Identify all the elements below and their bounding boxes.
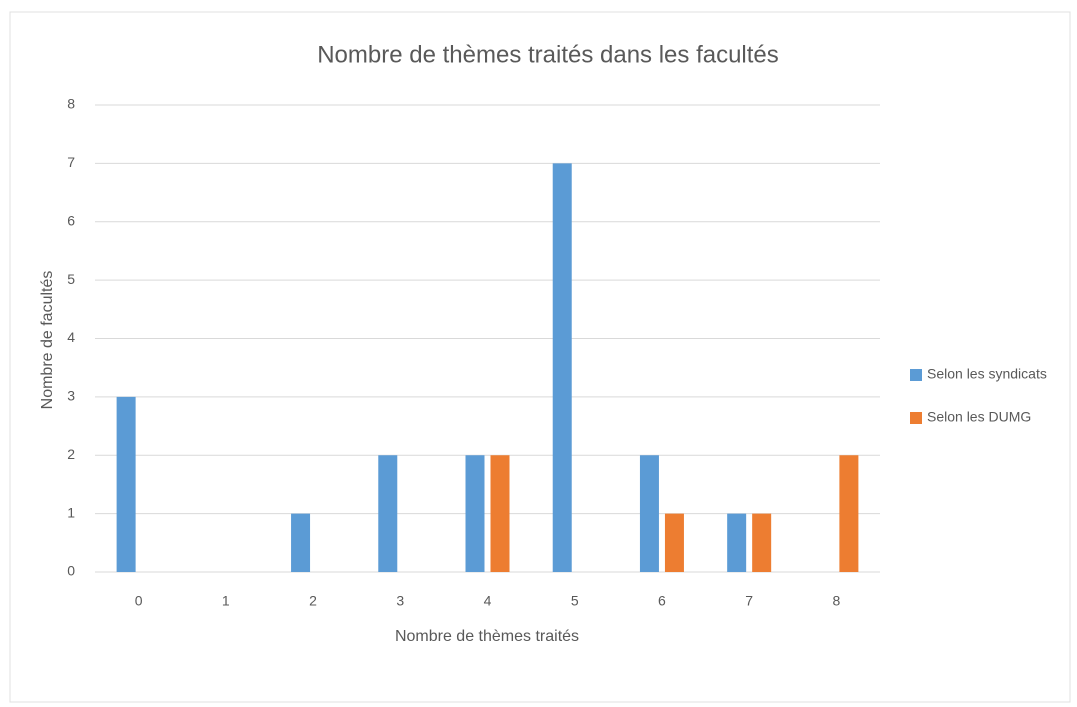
bar (552, 163, 572, 572)
bar (839, 455, 859, 572)
y-tick-label: 5 (67, 271, 75, 287)
x-axis-title: Nombre de thèmes traités (395, 628, 579, 645)
x-tick-label: 1 (222, 593, 230, 609)
y-tick-label: 3 (67, 388, 75, 404)
x-tick-label: 8 (832, 593, 840, 609)
x-tick-label: 3 (396, 593, 404, 609)
legend-label: Selon les syndicats (927, 366, 1047, 382)
bar (116, 396, 136, 572)
bar (664, 513, 684, 572)
y-tick-label: 6 (67, 212, 75, 228)
bar (727, 513, 747, 572)
chart-title: Nombre de thèmes traités dans les facult… (317, 41, 779, 68)
x-tick-label: 6 (658, 593, 666, 609)
y-tick-label: 8 (67, 96, 75, 112)
y-tick-label: 2 (67, 446, 75, 462)
y-tick-label: 7 (67, 154, 75, 170)
legend-swatch (910, 412, 922, 424)
legend-label: Selon les DUMG (927, 409, 1031, 425)
legend-swatch (910, 369, 922, 381)
bar (465, 455, 485, 572)
bar (752, 513, 772, 572)
chart-frame (9, 11, 1071, 703)
x-tick-label: 4 (484, 593, 492, 609)
bar (490, 455, 510, 572)
y-tick-label: 0 (67, 563, 75, 579)
x-tick-label: 5 (571, 593, 579, 609)
bar (639, 455, 659, 572)
y-tick-label: 4 (67, 329, 75, 345)
bar (291, 513, 311, 572)
x-tick-label: 2 (309, 593, 317, 609)
bar (378, 455, 398, 572)
y-tick-label: 1 (67, 504, 75, 520)
x-tick-label: 0 (135, 593, 143, 609)
x-tick-label: 7 (745, 593, 753, 609)
y-axis-title: Nombre de facultés (39, 271, 56, 410)
